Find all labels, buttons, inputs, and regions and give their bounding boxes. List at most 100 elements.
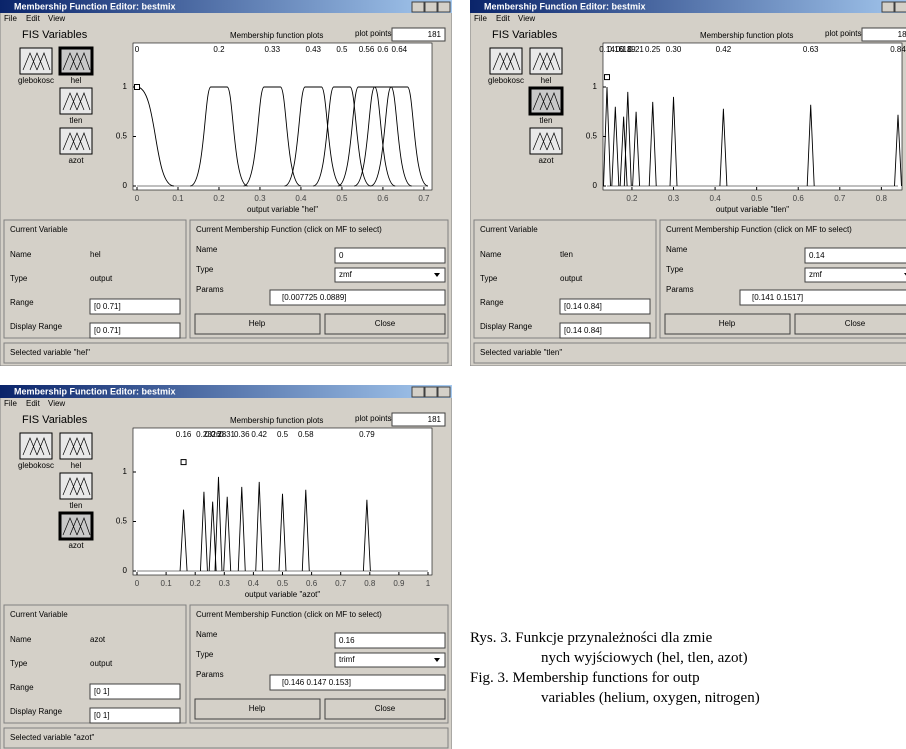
variable-icon[interactable]	[60, 88, 92, 114]
panel-title: Current Variable	[480, 225, 538, 234]
menu-item[interactable]: View	[48, 399, 65, 408]
field-value: [0.14 0.84]	[564, 302, 602, 311]
x-tick-label: 0.6	[793, 194, 805, 203]
mf-marker	[181, 460, 186, 465]
field-label: Display Range	[10, 322, 63, 331]
variable-icon[interactable]	[530, 88, 562, 114]
field-label: Name	[196, 245, 218, 254]
mf-label[interactable]: 0.56	[359, 45, 375, 54]
field-value: [0.14 0.84]	[564, 326, 602, 335]
variable-icon[interactable]	[530, 48, 562, 74]
field-value: azot	[90, 635, 106, 644]
variable-icon[interactable]	[60, 513, 92, 539]
mf-label[interactable]: 0.63	[803, 45, 819, 54]
menu-item[interactable]: Edit	[26, 399, 41, 408]
mf-label[interactable]: 0.79	[359, 430, 375, 439]
variable-icon[interactable]	[60, 473, 92, 499]
mf-label[interactable]: 0.5	[277, 430, 289, 439]
y-tick-label: 1	[123, 82, 128, 91]
menu-item[interactable]: Edit	[496, 14, 511, 23]
mf-label[interactable]: 0.2	[213, 45, 225, 54]
mf-label[interactable]: 0.16	[176, 430, 192, 439]
plot-points-label: plot points:	[355, 29, 394, 38]
window-button[interactable]	[895, 2, 906, 12]
variable-icon[interactable]	[20, 48, 52, 74]
field-label: Params	[196, 670, 224, 679]
field-label: Params	[196, 285, 224, 294]
menu-item[interactable]: Edit	[26, 14, 41, 23]
menu-item[interactable]: View	[518, 14, 535, 23]
x-tick-label: 0.3	[254, 194, 266, 203]
field-label: Name	[10, 250, 32, 259]
menu-item[interactable]: View	[48, 14, 65, 23]
editor-window: Membership Function Editor: bestmixFileE…	[0, 0, 452, 366]
mf-label[interactable]: 0.58	[298, 430, 314, 439]
variable-icon[interactable]	[60, 433, 92, 459]
field-value: 0.14	[809, 251, 825, 260]
x-tick-label: 0.4	[710, 194, 722, 203]
variable-label: hel	[71, 461, 82, 470]
mf-label[interactable]: 0.6	[377, 45, 389, 54]
status-text: Selected variable "tlen"	[480, 348, 562, 357]
field-value: hel	[90, 250, 101, 259]
x-tick-label: 0.7	[834, 194, 846, 203]
editor-window: Membership Function Editor: bestmixFileE…	[470, 0, 906, 366]
x-tick-label: 0.6	[306, 579, 318, 588]
x-tick-label: 0.2	[626, 194, 638, 203]
plot-area	[133, 43, 432, 190]
field-value: zmf	[339, 270, 353, 279]
menu-item[interactable]: File	[4, 399, 17, 408]
plot-title: Membership function plots	[230, 31, 323, 40]
mf-label[interactable]: 0	[135, 45, 140, 54]
field-value: output	[560, 274, 583, 283]
y-tick-label: 0	[123, 566, 128, 575]
mf-label[interactable]: 0.21	[628, 45, 644, 54]
variable-label: hel	[71, 76, 82, 85]
field-label: Name	[10, 635, 32, 644]
mf-label[interactable]: 0.42	[716, 45, 732, 54]
field-value: [0 0.71]	[94, 302, 121, 311]
mf-label[interactable]: 0.30	[666, 45, 682, 54]
window-button[interactable]	[438, 387, 450, 397]
menu-item[interactable]: File	[474, 14, 487, 23]
mf-label[interactable]: 0.33	[264, 45, 280, 54]
variable-label: tlen	[540, 116, 553, 125]
y-tick-label: 0	[123, 181, 128, 190]
field-value: [0 1]	[94, 687, 110, 696]
field-label: Type	[480, 274, 498, 283]
field-label: Type	[666, 265, 684, 274]
window-button[interactable]	[425, 2, 437, 12]
mf-label[interactable]: 0.25	[645, 45, 661, 54]
window-button[interactable]	[882, 2, 894, 12]
page: Rys. 3. Funkcje przynależności dla zmie …	[0, 0, 906, 749]
variable-label: azot	[538, 156, 554, 165]
plot-points-label: plot points:	[355, 414, 394, 423]
window-button[interactable]	[412, 387, 424, 397]
window-button[interactable]	[412, 2, 424, 12]
mf-label[interactable]: 0.5	[336, 45, 348, 54]
x-tick-label: 0.5	[336, 194, 348, 203]
variable-label: tlen	[70, 116, 83, 125]
mf-label[interactable]: 0.84	[890, 45, 906, 54]
text-box[interactable]	[335, 248, 445, 263]
editor-window: Membership Function Editor: bestmixFileE…	[0, 385, 452, 749]
mf-label[interactable]: 0.36	[234, 430, 250, 439]
mf-label[interactable]: 0.43	[305, 45, 321, 54]
variable-label: azot	[68, 156, 84, 165]
variable-icon[interactable]	[60, 128, 92, 154]
caption-line: variables (helium, oxygen, nitrogen)	[470, 688, 906, 708]
field-value: trimf	[339, 655, 355, 664]
variable-icon[interactable]	[490, 48, 522, 74]
variable-icon[interactable]	[20, 433, 52, 459]
mf-label[interactable]: 0.42	[251, 430, 267, 439]
field-label: Range	[10, 298, 34, 307]
y-tick-label: 0	[593, 181, 598, 190]
variable-icon[interactable]	[60, 48, 92, 74]
menu-item[interactable]: File	[4, 14, 17, 23]
mf-label[interactable]: 0.64	[392, 45, 408, 54]
window-button[interactable]	[438, 2, 450, 12]
help-label: Help	[719, 319, 736, 328]
variable-icon[interactable]	[530, 128, 562, 154]
x-tick-label: 0.2	[190, 579, 202, 588]
window-button[interactable]	[425, 387, 437, 397]
